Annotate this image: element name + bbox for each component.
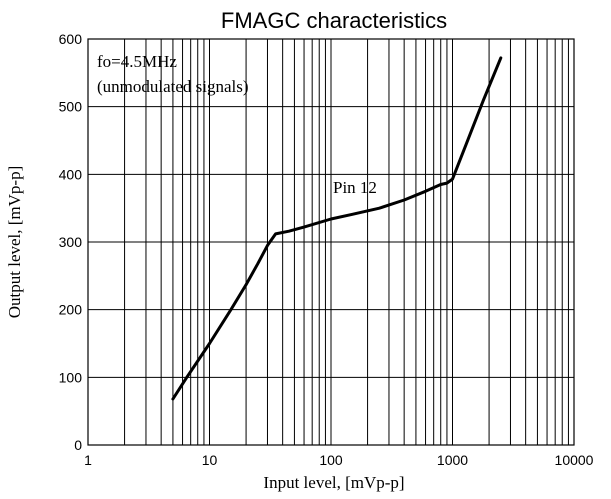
frequency-annotation: fo=4.5MHz — [97, 52, 177, 71]
x-tick-labels: 1 10 100 1000 10000 — [84, 452, 594, 468]
y-tick-label: 500 — [59, 99, 83, 115]
plot-frame — [87, 38, 575, 446]
y-tick-label: 0 — [74, 437, 82, 453]
y-tick-label: 200 — [59, 302, 83, 318]
y-tick-label: 400 — [59, 166, 83, 182]
signal-type-annotation: (unmodulated signals) — [97, 77, 249, 96]
y-axis-label: Output level, [mVp-p] — [5, 166, 24, 319]
y-tick-label: 300 — [59, 234, 83, 250]
y-tick-labels: 0 100 200 300 400 500 600 — [59, 31, 83, 453]
y-tick-label: 600 — [59, 31, 83, 47]
horizontal-gridlines — [88, 106, 574, 378]
pin12-annotation: Pin 12 — [333, 178, 377, 197]
x-tick-label: 1 — [84, 452, 92, 468]
x-tick-label: 10000 — [555, 452, 594, 468]
x-tick-label: 100 — [319, 452, 343, 468]
y-tick-label: 100 — [59, 369, 83, 385]
chart-title: FMAGC characteristics — [221, 8, 447, 33]
x-tick-label: 10 — [202, 452, 218, 468]
x-tick-label: 1000 — [437, 452, 468, 468]
pin12-output-curve — [171, 56, 503, 401]
x-axis-label: Input level, [mVp-p] — [263, 473, 404, 492]
